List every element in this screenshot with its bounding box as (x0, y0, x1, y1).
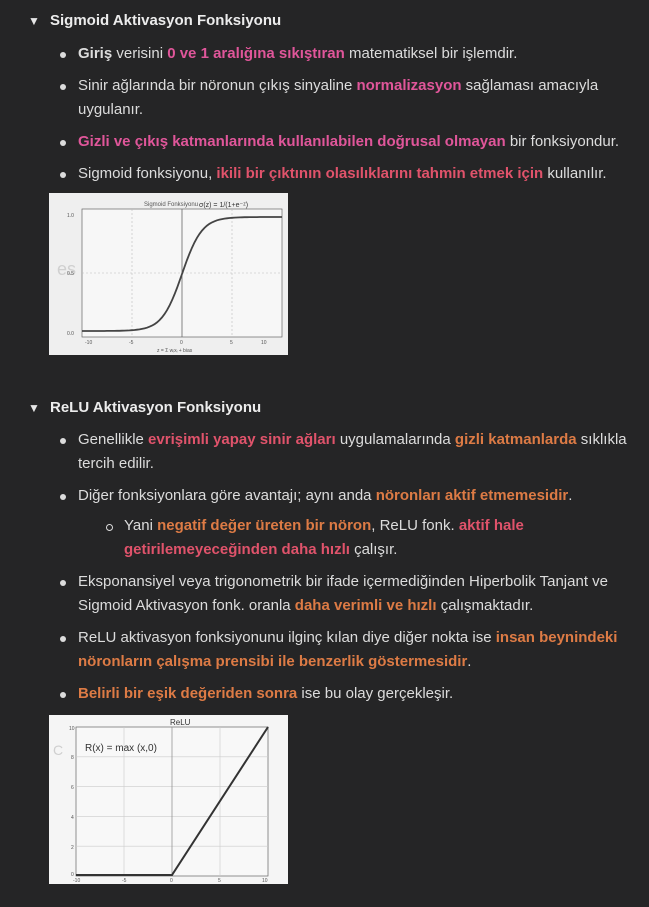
text-span: çalışmaktadır. (436, 597, 534, 614)
highlight-text: aktif hale getirilemeyeceğinden daha hız… (124, 517, 524, 558)
list-item: Eksponansiyel veya trigonometrik bir ifa… (60, 570, 635, 618)
x-tick-label: -10 (73, 878, 80, 884)
text-span: ReLU aktivasyon fonksiyonunu ilginç kıla… (78, 629, 496, 646)
highlight-text: normalizasyon (356, 77, 462, 94)
collapse-triangle-icon[interactable]: ▼ (28, 401, 40, 415)
text-span: sıklıkla tercih edilir. (78, 431, 627, 472)
bullet-icon (60, 172, 66, 178)
text-span: matematiksel bir işlemdir. (344, 45, 518, 62)
highlight-text: gizli katmanlarda (454, 431, 577, 448)
sigmoid-curve (82, 216, 282, 332)
bullet-icon (60, 84, 66, 90)
text-span: Sinir ağlarında bir nöronun çıkış sinyal… (78, 77, 357, 94)
highlight-text: evrişimli yapay sinir ağları (148, 431, 336, 448)
x-tick-label: -10 (85, 340, 92, 346)
bullet-icon (60, 52, 66, 58)
text-span: Yani (124, 517, 158, 534)
relu-title: ReLU (170, 718, 191, 727)
relu-heading-text: ReLU Aktivasyon Fonksiyonu (50, 399, 262, 416)
text-span: sağlaması amacıyla uygulanır. (78, 77, 599, 118)
highlight-text: daha verimli ve hızlı (294, 597, 437, 614)
relu-section-heading: ▼ ReLU Aktivasyon Fonksiyonu (28, 396, 261, 420)
relu-plot: C ReLU R(x) = max (x,0) 10 8 6 4 2 0 -10… (49, 715, 288, 884)
y-tick-label: 6 (71, 785, 74, 791)
highlight-text: Gizli ve çıkış katmanlarında kullanılabi… (78, 133, 506, 150)
highlight-text: negatif değer üreten bir nöron (157, 517, 372, 534)
sigmoid-title: Sigmoid Fonksiyonu (144, 202, 198, 208)
y-tick-label: 4 (71, 815, 74, 821)
text-span: çalışır. (349, 541, 398, 558)
y-tick-label: 0 (71, 872, 74, 878)
x-tick-label: 0 (180, 340, 183, 346)
text-span: verisini (112, 45, 168, 62)
list-item: Sinir ağlarında bir nöronun çıkış sinyal… (60, 74, 635, 122)
x-tick-label: 10 (261, 340, 267, 346)
list-item: Diğer fonksiyonlara göre avantajı; aynı … (60, 484, 635, 562)
text-span: ise bu olay gerçekleşir. (297, 685, 454, 702)
x-tick-label: 5 (230, 340, 233, 346)
bullet-icon (60, 636, 66, 642)
list-item: Giriş verisini 0 ve 1 aralığına sıkıştır… (60, 42, 635, 66)
y-tick-label: 0.5 (67, 271, 74, 277)
text-span: Sigmoid fonksiyonu, (78, 165, 217, 182)
sigmoid-graph-image: es Sigmoid Fonksiyonu σ(z) = 1/(1+e⁻ᶻ) 1… (49, 193, 288, 355)
bullet-icon (60, 692, 66, 698)
text-span: , ReLU fonk. (371, 517, 459, 534)
text-span: Eksponansiyel veya trigonometrik bir ifa… (78, 573, 609, 614)
text-span: Genellikle (78, 431, 149, 448)
x-tick-label: 0 (170, 878, 173, 884)
bullet-icon (60, 438, 66, 444)
highlight-text: ikili bir çıktının olasılıklarını tahmin… (216, 165, 544, 182)
bullet-icon (60, 494, 66, 500)
highlight-text: Belirli bir eşik değeriden sonra (78, 685, 298, 702)
y-tick-label: 1.0 (67, 213, 74, 219)
hollow-bullet-icon (106, 524, 113, 531)
text-span: . (568, 487, 573, 504)
sigmoid-plot: es Sigmoid Fonksiyonu σ(z) = 1/(1+e⁻ᶻ) 1… (49, 193, 288, 355)
highlight-text: insan beynindeki nöronların çalışma pren… (78, 629, 618, 670)
text-span: uygulamalarında (335, 431, 455, 448)
x-tick-label: 5 (218, 878, 221, 884)
highlight-text: nöronları aktif etmemesidir (375, 487, 569, 504)
bullet-icon (60, 580, 66, 586)
list-item: Sigmoid fonksiyonu, ikili bir çıktının o… (60, 162, 635, 186)
watermark: es (57, 259, 76, 279)
sigmoid-formula: σ(z) = 1/(1+e⁻ᶻ) (199, 202, 248, 209)
x-tick-label: -5 (129, 340, 134, 346)
text-span: . (467, 653, 472, 670)
text-span: bir fonksiyondur. (505, 133, 620, 150)
relu-bullet-list: Genellikle evrişimli yapay sinir ağları … (60, 428, 635, 714)
relu-formula: R(x) = max (x,0) (85, 743, 157, 754)
x-tick-label: -5 (122, 878, 127, 884)
y-tick-label: 10 (69, 726, 75, 732)
text-span: Diğer fonksiyonlara göre avantajı; aynı … (78, 487, 376, 504)
relu-line (76, 726, 269, 876)
list-item: Gizli ve çıkış katmanlarında kullanılabi… (60, 130, 635, 154)
list-item: Belirli bir eşik değeriden sonra ise bu … (60, 682, 635, 706)
bullet-icon (60, 140, 66, 146)
watermark: C (53, 742, 63, 758)
highlight-text: 0 ve 1 aralığına sıkıştıran (167, 45, 345, 62)
y-tick-label: 2 (71, 845, 74, 851)
relu-graph-image: C ReLU R(x) = max (x,0) 10 8 6 4 2 0 -10… (49, 715, 288, 884)
sigmoid-bullet-list: Giriş verisini 0 ve 1 aralığına sıkıştır… (60, 42, 635, 194)
sub-list-item: Yani negatif değer üreten bir nöron, ReL… (78, 514, 635, 562)
sigmoid-section-heading: ▼ Sigmoid Aktivasyon Fonksiyonu (28, 9, 281, 33)
y-tick-label: 8 (71, 755, 74, 761)
sigmoid-heading-text: Sigmoid Aktivasyon Fonksiyonu (50, 12, 282, 29)
highlight-text: Giriş (78, 45, 113, 62)
sigmoid-x-label: z = Σ wᵢxᵢ + bias (157, 348, 193, 354)
x-tick-label: 10 (262, 878, 268, 884)
list-item: Genellikle evrişimli yapay sinir ağları … (60, 428, 635, 476)
list-item: ReLU aktivasyon fonksiyonunu ilginç kıla… (60, 626, 635, 674)
y-tick-label: 0.0 (67, 331, 74, 337)
text-span: kullanılır. (543, 165, 607, 182)
collapse-triangle-icon[interactable]: ▼ (28, 14, 40, 28)
